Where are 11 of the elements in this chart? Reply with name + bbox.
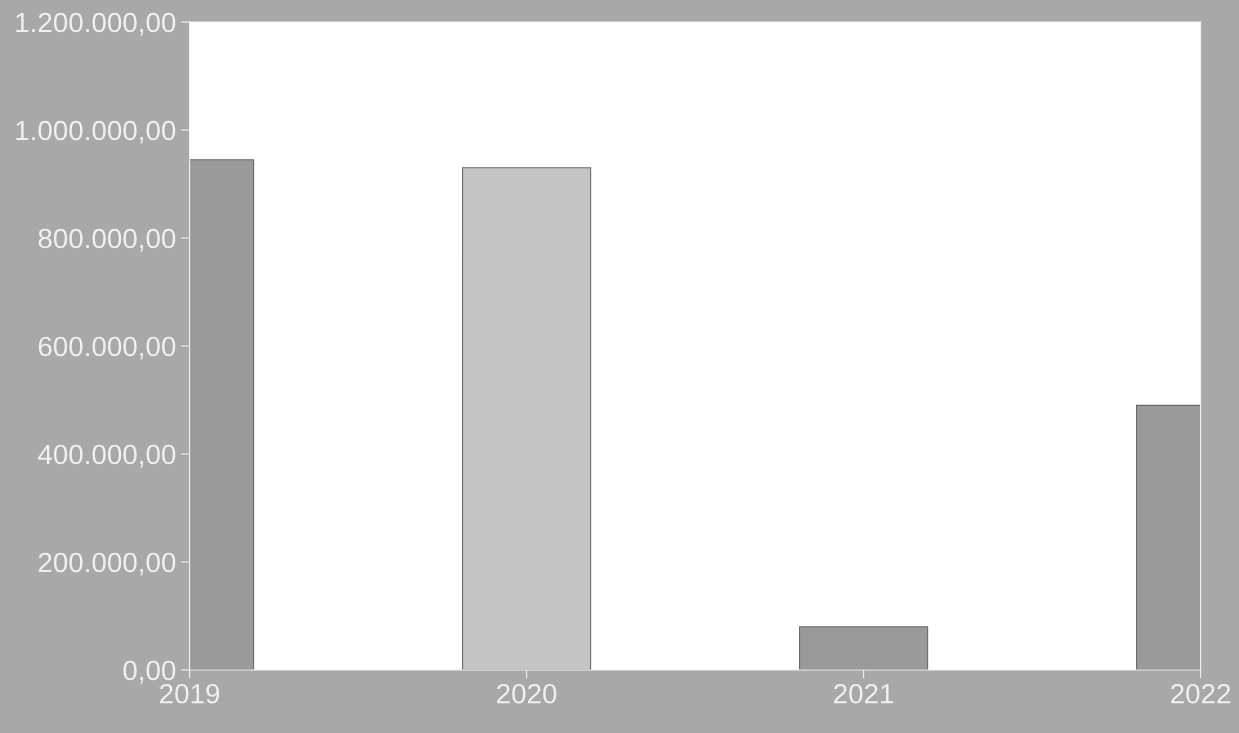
- y-tick-label: 600.000,00: [38, 336, 176, 360]
- x-tick-label: 2019: [160, 683, 220, 704]
- y-tick-label: 1.200.000,00: [16, 12, 176, 36]
- y-tick-label: 800.000,00: [38, 228, 176, 252]
- y-tick-label: 200.000,00: [38, 552, 176, 576]
- x-tick-label: 2021: [834, 683, 894, 704]
- x-tick-label: 2020: [497, 683, 557, 704]
- x-tick-label: 2022: [1171, 683, 1231, 704]
- y-tick-label: 0,00: [123, 660, 176, 684]
- y-tick-label: 1.000.000,00: [16, 120, 176, 144]
- y-tick-label: 400.000,00: [38, 444, 176, 468]
